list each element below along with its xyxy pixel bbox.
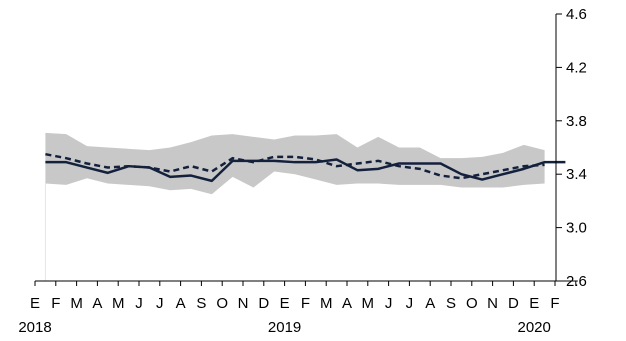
series-layer — [45, 152, 566, 183]
axes-layer — [34, 13, 578, 286]
x-tick-label: S — [446, 295, 456, 312]
year-label: 2020 — [518, 319, 551, 336]
y-tick-label: 3.4 — [566, 166, 587, 183]
x-tick-label: J — [156, 295, 164, 312]
x-tick-label: A — [92, 295, 102, 312]
x-tick-label: A — [342, 295, 352, 312]
y-tick-label: 4.6 — [566, 6, 587, 23]
x-tick-label: J — [385, 295, 393, 312]
x-tick-label: A — [425, 295, 435, 312]
y-tick-label: 3.8 — [566, 113, 587, 130]
range-band — [45, 132, 545, 195]
dashed-series-line — [45, 152, 545, 180]
x-tick-label: F — [550, 295, 559, 312]
x-tick-label: E — [280, 295, 290, 312]
x-tick-label: D — [508, 295, 519, 312]
x-tick-label: N — [487, 295, 498, 312]
x-tick-label: S — [196, 295, 206, 312]
x-tick-label: M — [70, 295, 83, 312]
x-tick-label: F — [301, 295, 310, 312]
x-tick-label: J — [406, 295, 414, 312]
x-tick-label: M — [362, 295, 375, 312]
x-tick-label: O — [216, 295, 228, 312]
y-tick-label: 4.2 — [566, 59, 587, 76]
x-tick-label: M — [320, 295, 333, 312]
solid-series-line — [45, 158, 566, 183]
year-label: 2018 — [18, 319, 51, 336]
x-tick-label: N — [238, 295, 249, 312]
year-label: 2019 — [268, 319, 301, 336]
y-tick-label: 2.6 — [566, 273, 587, 290]
x-tick-label: M — [112, 295, 125, 312]
x-tick-label: J — [135, 295, 143, 312]
x-tick-label: A — [176, 295, 186, 312]
x-tick-label: D — [258, 295, 269, 312]
x-tick-label: E — [529, 295, 539, 312]
range-band-layer — [44, 132, 545, 281]
y-tick-label: 3.0 — [566, 220, 587, 237]
x-tick-label: F — [51, 295, 60, 312]
x-tick-label: O — [466, 295, 478, 312]
x-tick-label: E — [30, 295, 40, 312]
